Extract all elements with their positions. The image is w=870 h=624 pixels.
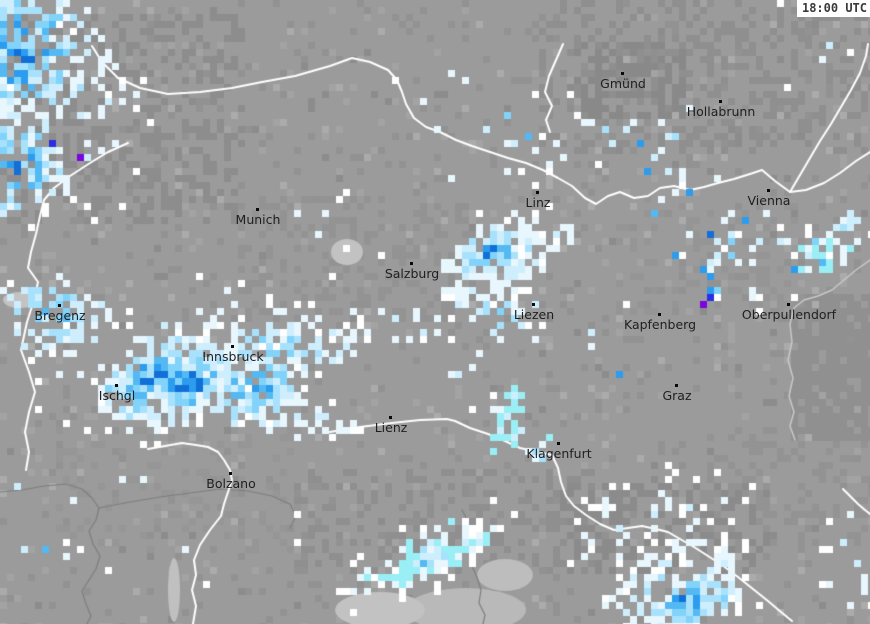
- city-label: Klagenfurt: [526, 446, 592, 461]
- city-dot: [557, 442, 560, 445]
- city-dot: [767, 189, 770, 192]
- city-dot: [658, 313, 661, 316]
- city-dot: [621, 72, 624, 75]
- city-label: Bolzano: [206, 476, 256, 491]
- city-label: Innsbruck: [202, 349, 264, 364]
- city-dot: [410, 262, 413, 265]
- city-dot: [532, 303, 535, 306]
- city-label: Liezen: [513, 307, 555, 322]
- city-label: Bregenz: [34, 308, 86, 323]
- city-label: Oberpullendorf: [741, 307, 837, 322]
- city-label: Ischgl: [98, 388, 136, 403]
- city-dot: [536, 191, 539, 194]
- city-label: Munich: [235, 212, 281, 227]
- city-dot: [58, 304, 61, 307]
- city-dot: [675, 384, 678, 387]
- city-dot: [229, 472, 232, 475]
- city-label: Lienz: [374, 420, 408, 435]
- city-dot: [231, 345, 234, 348]
- city-label: Linz: [525, 195, 551, 210]
- city-label: Kapfenberg: [623, 317, 697, 332]
- city-dot: [389, 416, 392, 419]
- timestamp-badge: 18:00 UTC: [796, 0, 870, 17]
- city-label: Hollabrunn: [686, 104, 756, 119]
- city-dot: [115, 384, 118, 387]
- city-label: Vienna: [747, 193, 791, 208]
- city-dot: [719, 100, 722, 103]
- city-label: Graz: [662, 388, 692, 403]
- city-dot: [256, 208, 259, 211]
- city-label: Salzburg: [384, 266, 440, 281]
- timestamp-label: 18:00 UTC: [801, 1, 867, 15]
- city-label: Gmünd: [600, 76, 646, 91]
- city-dot: [787, 303, 790, 306]
